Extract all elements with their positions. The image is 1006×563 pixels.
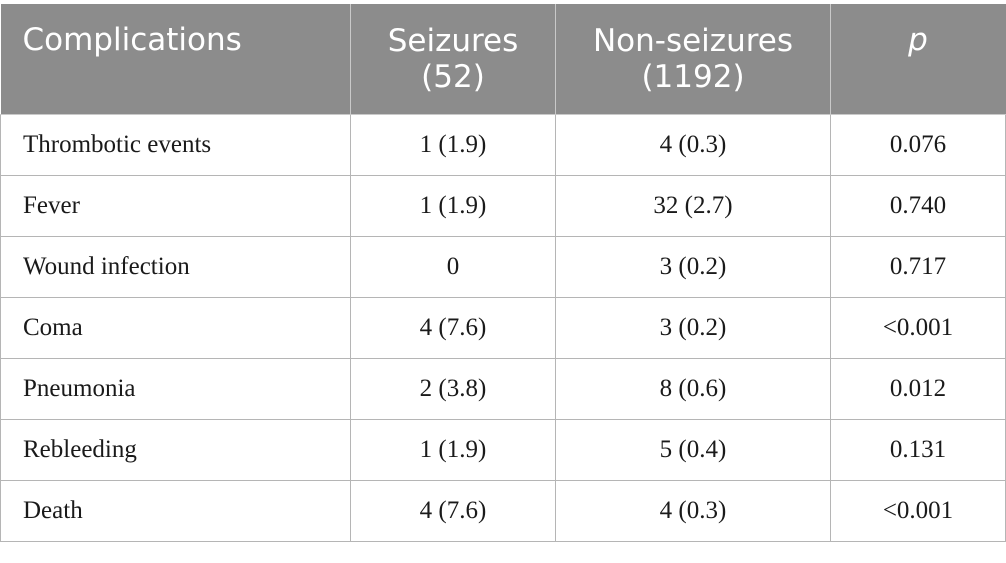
p-value: <0.001 — [830, 297, 1006, 359]
seizures-value: 2 (3.8) — [350, 358, 556, 420]
header-seizures: Seizures (52) — [350, 4, 556, 115]
seizures-value: 1 (1.9) — [350, 175, 556, 237]
non-seizures-value: 4 (0.3) — [555, 114, 831, 176]
seizures-value: 1 (1.9) — [350, 419, 556, 481]
non-seizures-value: 3 (0.2) — [555, 297, 831, 359]
row-label: Death — [0, 480, 351, 542]
non-seizures-value: 32 (2.7) — [555, 175, 831, 237]
table-row: Coma 4 (7.6) 3 (0.2) <0.001 — [0, 297, 1006, 359]
row-label: Rebleeding — [0, 419, 351, 481]
seizures-value: 0 — [350, 236, 556, 298]
table-row: Fever 1 (1.9) 32 (2.7) 0.740 — [0, 175, 1006, 237]
non-seizures-value: 4 (0.3) — [555, 480, 831, 542]
table-row: Wound infection 0 3 (0.2) 0.717 — [0, 236, 1006, 298]
p-value: 0.740 — [830, 175, 1006, 237]
seizures-value: 4 (7.6) — [350, 297, 556, 359]
complications-table: Complications Seizures (52) Non-seizures… — [0, 4, 1006, 542]
header-row: Complications Seizures (52) Non-seizures… — [0, 4, 1006, 115]
header-complications: Complications — [0, 4, 351, 115]
table-header: Complications Seizures (52) Non-seizures… — [0, 4, 1006, 115]
header-p-value: p — [830, 4, 1006, 115]
row-label: Fever — [0, 175, 351, 237]
row-label: Pneumonia — [0, 358, 351, 420]
p-value: 0.717 — [830, 236, 1006, 298]
p-value: 0.012 — [830, 358, 1006, 420]
row-label: Thrombotic events — [0, 114, 351, 176]
table-row: Death 4 (7.6) 4 (0.3) <0.001 — [0, 480, 1006, 542]
non-seizures-value: 5 (0.4) — [555, 419, 831, 481]
non-seizures-value: 8 (0.6) — [555, 358, 831, 420]
non-seizures-value: 3 (0.2) — [555, 236, 831, 298]
p-value: 0.076 — [830, 114, 1006, 176]
header-non-seizures: Non-seizures (1192) — [555, 4, 831, 115]
row-label: Coma — [0, 297, 351, 359]
table-body: Thrombotic events 1 (1.9) 4 (0.3) 0.076 … — [0, 114, 1006, 542]
table-row: Thrombotic events 1 (1.9) 4 (0.3) 0.076 — [0, 114, 1006, 176]
p-value: 0.131 — [830, 419, 1006, 481]
seizures-value: 1 (1.9) — [350, 114, 556, 176]
table-row: Pneumonia 2 (3.8) 8 (0.6) 0.012 — [0, 358, 1006, 420]
seizures-value: 4 (7.6) — [350, 480, 556, 542]
p-value: <0.001 — [830, 480, 1006, 542]
table-row: Rebleeding 1 (1.9) 5 (0.4) 0.131 — [0, 419, 1006, 481]
row-label: Wound infection — [0, 236, 351, 298]
